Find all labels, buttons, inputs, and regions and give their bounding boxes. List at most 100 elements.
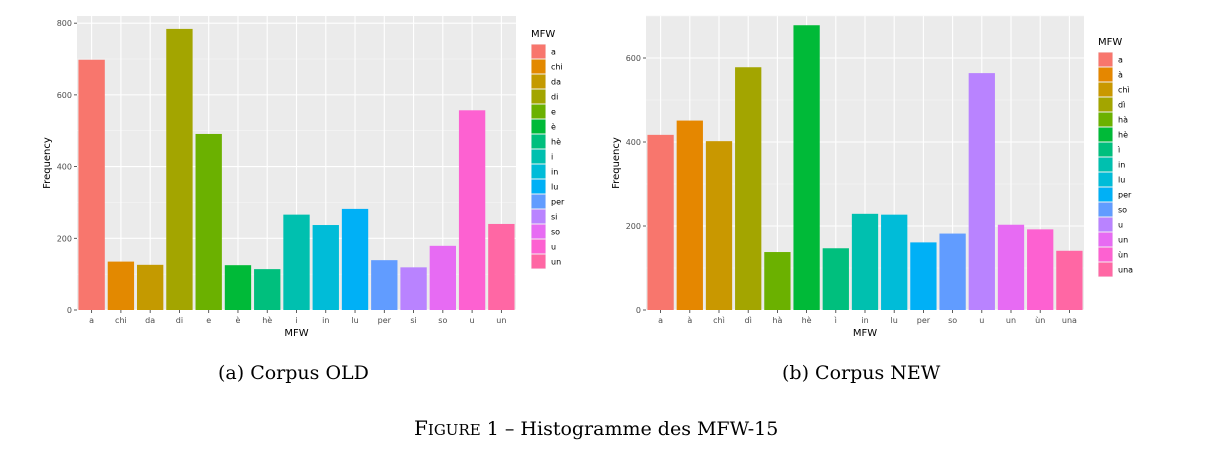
legend-swatch-lu bbox=[1098, 172, 1113, 187]
legend-label: per bbox=[551, 198, 565, 207]
y-tick-label: 400 bbox=[626, 138, 641, 147]
legend-swatch-hà bbox=[1098, 112, 1113, 127]
legend-label: so bbox=[551, 228, 560, 237]
subcaption-b: (b) Corpus NEW bbox=[782, 362, 941, 384]
legend-label: lu bbox=[1118, 176, 1125, 185]
x-tick-label: so bbox=[438, 316, 447, 325]
bar-da bbox=[136, 264, 164, 310]
x-tick-label: hè bbox=[262, 315, 272, 325]
x-tick-label: chì bbox=[713, 316, 725, 325]
x-tick-label: a bbox=[89, 316, 94, 325]
legend-swatch-a bbox=[531, 44, 546, 59]
bar-è bbox=[224, 265, 252, 310]
legend-swatch-un bbox=[531, 254, 546, 269]
legend-swatch-da bbox=[531, 74, 546, 89]
legend-label: hà bbox=[1118, 116, 1128, 125]
legend-label: in bbox=[1118, 161, 1125, 170]
legend-title: MFW bbox=[531, 29, 555, 40]
legend-swatch-in bbox=[1098, 157, 1113, 172]
figure-caption: Figure 1 – Histogramme des MFW-15 bbox=[414, 416, 778, 440]
legend-swatch-chi bbox=[531, 59, 546, 74]
bar-ì bbox=[822, 248, 849, 310]
bar-per bbox=[910, 242, 937, 310]
legend-swatch-chì bbox=[1098, 82, 1113, 97]
bar-hè bbox=[793, 25, 820, 311]
legend-label: à bbox=[1118, 71, 1123, 80]
legend-label: di bbox=[551, 93, 558, 102]
x-tick-label: hè bbox=[802, 315, 812, 325]
y-tick-label: 600 bbox=[57, 91, 72, 100]
legend-label: si bbox=[551, 213, 557, 222]
subcaption-a: (a) Corpus OLD bbox=[218, 362, 369, 384]
x-tick-label: e bbox=[206, 316, 211, 325]
legend-swatch-di bbox=[531, 89, 546, 104]
x-tick-label: hà bbox=[772, 316, 782, 325]
bar-a bbox=[78, 59, 105, 311]
x-tick-label: dì bbox=[745, 316, 752, 325]
bar-in bbox=[312, 225, 339, 310]
legend-swatch-u bbox=[531, 239, 546, 254]
legend-swatch-u bbox=[1098, 217, 1113, 232]
x-tick-label: di bbox=[176, 316, 183, 325]
y-tick-label: 800 bbox=[57, 19, 72, 28]
x-tick-label: da bbox=[145, 316, 155, 325]
legend-title: MFW bbox=[1098, 37, 1122, 48]
y-tick-label: 0 bbox=[67, 306, 72, 315]
legend-swatch-i bbox=[531, 149, 546, 164]
legend-label: chi bbox=[551, 63, 563, 72]
bar-hà bbox=[764, 252, 791, 310]
bar-e bbox=[195, 133, 222, 310]
bar-a bbox=[647, 134, 674, 310]
y-axis-title: Frequency bbox=[42, 137, 53, 189]
bar-lu bbox=[341, 208, 369, 310]
legend-swatch-è bbox=[531, 119, 546, 134]
legend-swatch-so bbox=[531, 224, 546, 239]
legend-label: i bbox=[551, 153, 553, 162]
legend-swatch-per bbox=[1098, 187, 1113, 202]
bar-u bbox=[968, 73, 995, 311]
x-tick-label: à bbox=[687, 316, 692, 325]
legend-swatch-ùn bbox=[1098, 247, 1113, 262]
x-tick-label: è bbox=[236, 315, 241, 325]
legend-label: da bbox=[551, 78, 561, 87]
legend-label: e bbox=[551, 108, 556, 117]
x-tick-label: i bbox=[295, 316, 297, 325]
legend-label: dì bbox=[1118, 101, 1125, 110]
y-tick-label: 0 bbox=[636, 306, 641, 315]
bar-per bbox=[371, 260, 398, 310]
legend-label: ì bbox=[1117, 146, 1120, 155]
x-axis-title: MFW bbox=[853, 328, 877, 339]
legend-label: ùn bbox=[1118, 251, 1128, 260]
figure-caption-label-initial: F bbox=[414, 416, 428, 440]
legend-swatch-una bbox=[1098, 262, 1113, 277]
legend-swatch-un bbox=[1098, 232, 1113, 247]
bar-un bbox=[488, 223, 515, 310]
bar-u bbox=[458, 110, 486, 310]
legend-label: un bbox=[551, 258, 561, 267]
legend-label: un bbox=[1118, 236, 1128, 245]
legend-swatch-per bbox=[531, 194, 546, 209]
x-tick-label: una bbox=[1062, 316, 1077, 325]
figure-caption-text: Histogramme des MFW-15 bbox=[520, 418, 779, 440]
bar-ùn bbox=[1027, 229, 1054, 310]
legend-label: a bbox=[551, 48, 556, 57]
bar-so bbox=[939, 233, 966, 310]
legend-label: lu bbox=[551, 183, 558, 192]
y-axis-title: Frequency bbox=[611, 137, 622, 189]
figure-caption-label-rest: igure bbox=[427, 421, 481, 439]
x-tick-label: ùn bbox=[1035, 316, 1045, 325]
legend-label: hè bbox=[1118, 130, 1128, 140]
bar-hè bbox=[254, 269, 281, 310]
bar-i bbox=[283, 214, 310, 310]
x-tick-label: u bbox=[470, 316, 475, 325]
x-tick-label: per bbox=[378, 316, 392, 325]
x-tick-label: a bbox=[658, 316, 663, 325]
legend-swatch-so bbox=[1098, 202, 1113, 217]
bar-in bbox=[851, 213, 879, 310]
figure-caption-number: 1 bbox=[486, 418, 499, 440]
bar-lu bbox=[881, 214, 908, 310]
legend-label: u bbox=[1118, 221, 1123, 230]
figure-caption-separator: – bbox=[504, 418, 515, 440]
